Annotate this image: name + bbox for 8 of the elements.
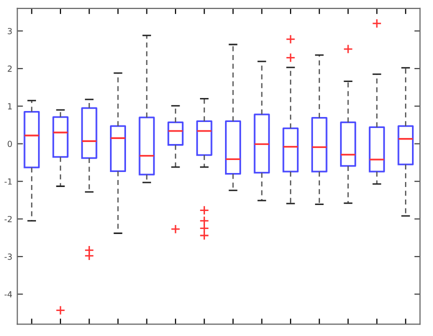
y-tick-label: 3 (8, 28, 12, 34)
y-tick-label: -2 (4, 216, 12, 222)
y-tick-label: -3 (4, 254, 12, 260)
y-tick-label: 0 (8, 140, 12, 148)
y-tick-label: 2 (8, 66, 12, 72)
y-tick-label: 1 (8, 103, 12, 110)
y-tick-label: -4 (4, 291, 12, 298)
y-tick-label: -1 (4, 178, 12, 185)
